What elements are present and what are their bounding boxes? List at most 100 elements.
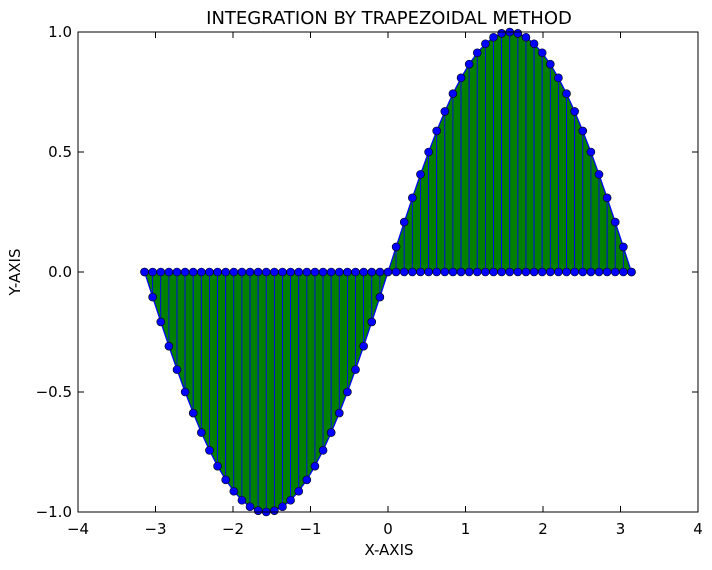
baseline-point bbox=[546, 267, 555, 277]
curve-point bbox=[554, 73, 563, 83]
curve-point bbox=[416, 170, 425, 179]
baseline-point bbox=[448, 267, 458, 277]
baseline-point bbox=[367, 267, 377, 277]
trapezoid bbox=[168, 271, 178, 370]
x-tick-label: 0 bbox=[383, 520, 393, 538]
curve-point bbox=[359, 341, 368, 351]
baseline-point bbox=[554, 267, 563, 277]
baseline-point bbox=[164, 267, 174, 277]
curve-point bbox=[172, 365, 182, 374]
trapezoid bbox=[517, 32, 527, 273]
curve-point bbox=[302, 475, 312, 485]
baseline-point bbox=[578, 267, 588, 277]
trapezoid bbox=[200, 271, 210, 451]
baseline-point bbox=[205, 267, 214, 277]
curve-point bbox=[286, 495, 295, 505]
x-tick-label: −3 bbox=[144, 520, 166, 538]
curve-point bbox=[351, 365, 360, 374]
curve-point bbox=[586, 147, 596, 157]
trapezoid bbox=[241, 271, 251, 508]
x-axis-label: X-AXIS bbox=[364, 541, 413, 559]
baseline-point bbox=[261, 267, 271, 277]
curve-point bbox=[213, 461, 222, 471]
baseline-point bbox=[408, 267, 417, 277]
trapezoid bbox=[192, 271, 202, 433]
curve-point bbox=[205, 446, 214, 455]
trapezoid bbox=[468, 51, 478, 273]
curve-point bbox=[513, 29, 523, 38]
curve-point bbox=[610, 217, 620, 227]
curve-point bbox=[310, 461, 320, 471]
trapezoid bbox=[209, 271, 218, 467]
curve-point bbox=[294, 486, 304, 496]
baseline-point bbox=[627, 267, 636, 277]
curve-point bbox=[270, 506, 279, 515]
baseline-point bbox=[245, 267, 255, 277]
trapezoid bbox=[460, 62, 470, 273]
trapezoid bbox=[549, 62, 559, 273]
curve-point bbox=[343, 387, 352, 397]
y-tick-label: −0.5 bbox=[36, 383, 72, 401]
plot-area bbox=[140, 27, 636, 517]
trapezoid bbox=[476, 42, 486, 273]
baseline-point bbox=[529, 267, 539, 277]
baseline-point bbox=[489, 267, 498, 277]
curve-point bbox=[197, 428, 206, 437]
x-tick-label: 2 bbox=[538, 520, 548, 538]
trapezoid bbox=[533, 42, 543, 273]
curve-point bbox=[497, 29, 506, 38]
baseline-point bbox=[213, 267, 222, 277]
curve-point bbox=[521, 32, 531, 42]
curve-point bbox=[529, 39, 539, 49]
baseline-point bbox=[253, 267, 263, 277]
baseline-point bbox=[497, 267, 506, 277]
baseline-point bbox=[180, 267, 190, 277]
y-tick-label: 1.0 bbox=[48, 23, 72, 41]
y-axis-label: Y-AXIS bbox=[6, 249, 24, 297]
y-tick-label: −1.0 bbox=[36, 503, 72, 521]
trapezoid bbox=[444, 93, 454, 273]
baseline-point bbox=[188, 267, 198, 277]
trapezoid bbox=[265, 271, 275, 513]
trapezoid bbox=[273, 271, 283, 512]
curve-point bbox=[578, 126, 588, 136]
trapezoid bbox=[249, 271, 259, 512]
baseline-point bbox=[440, 267, 450, 277]
trapezoid bbox=[574, 111, 584, 273]
curve-point bbox=[562, 89, 571, 98]
curve-point bbox=[335, 408, 344, 418]
curve-point bbox=[245, 502, 255, 512]
trapezoid bbox=[411, 174, 421, 273]
curve-point bbox=[489, 32, 498, 42]
trapezoid bbox=[501, 31, 511, 273]
baseline-point bbox=[318, 267, 328, 277]
baseline-point bbox=[351, 267, 360, 277]
curve-point bbox=[408, 193, 417, 203]
curve-point bbox=[546, 59, 555, 69]
trapezoid bbox=[558, 77, 567, 273]
baseline-point bbox=[391, 267, 401, 277]
baseline-point bbox=[302, 267, 312, 277]
baseline-point bbox=[156, 267, 166, 277]
trapezoid bbox=[355, 271, 365, 370]
y-tick-label: 0.5 bbox=[48, 143, 72, 161]
trapezoid bbox=[493, 32, 503, 273]
baseline-point bbox=[432, 267, 441, 277]
x-tick-label: 4 bbox=[693, 520, 703, 538]
curve-point bbox=[440, 107, 450, 116]
curve-point bbox=[448, 89, 458, 98]
curve-point bbox=[367, 317, 377, 327]
curve-point bbox=[156, 317, 166, 327]
trapezoid bbox=[436, 111, 446, 273]
curve-point bbox=[424, 147, 433, 157]
trapezoid bbox=[290, 271, 300, 502]
baseline-point bbox=[383, 267, 393, 277]
trapezoid bbox=[233, 271, 243, 502]
curve-point bbox=[375, 292, 385, 302]
baseline-point bbox=[424, 267, 433, 277]
x-tick-label: −2 bbox=[222, 520, 244, 538]
baseline-point bbox=[172, 267, 182, 277]
curve-point bbox=[399, 217, 409, 227]
baseline-point bbox=[602, 267, 612, 277]
